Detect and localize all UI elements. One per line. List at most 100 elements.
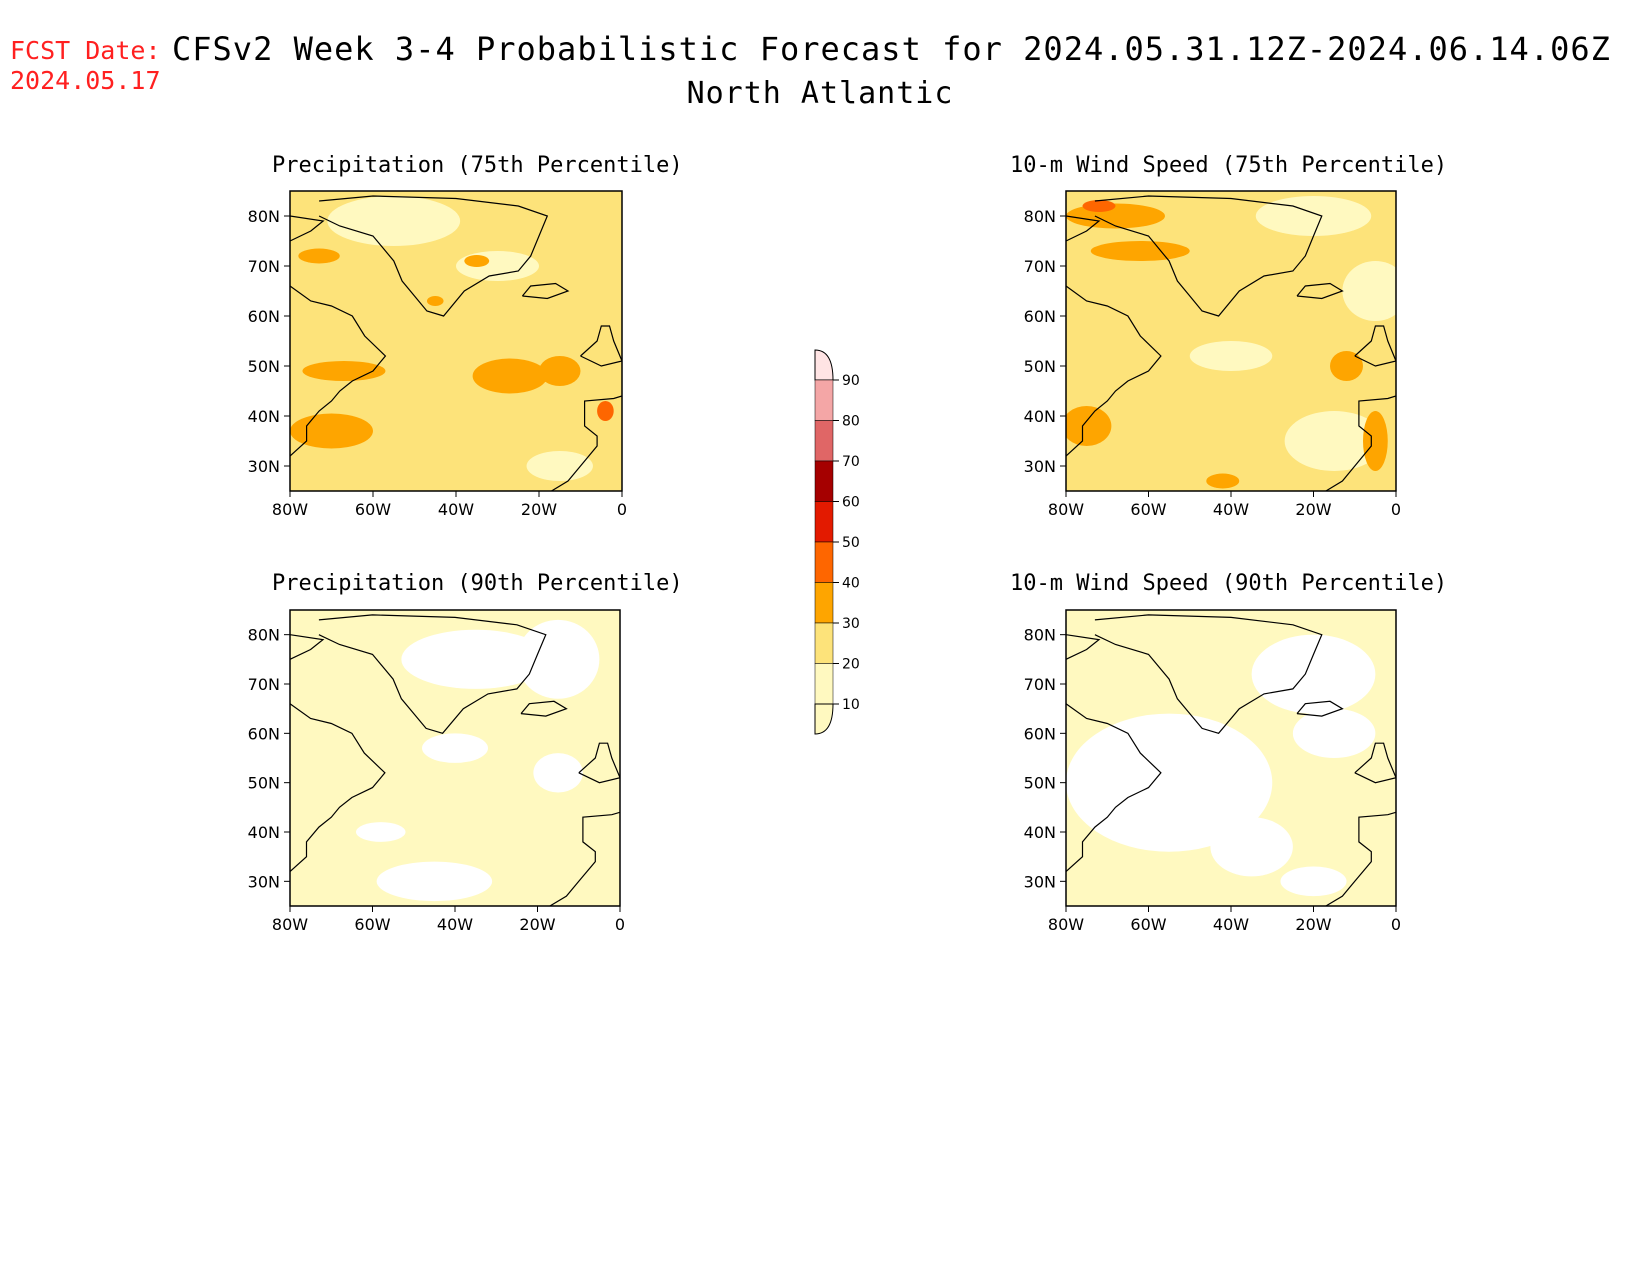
iberia-africa-coastline xyxy=(1325,395,1396,491)
no-signal-area xyxy=(356,822,406,842)
iberia-africa-coastline xyxy=(551,395,622,491)
map-panel-precip-75: 80W 60W 40W 20W 0 80N 70N 60N 50N 40N 30N xyxy=(248,190,627,519)
lat-tick-label: 70N xyxy=(1024,675,1056,694)
iceland-coastline xyxy=(1296,282,1344,300)
north-america-coastline xyxy=(290,285,387,457)
lat-tick-label: 80N xyxy=(1024,626,1056,645)
map-panel-wind-90: 80W 60W 40W 20W 0 80N 70N 60N 50N 40N 30N xyxy=(1024,609,1401,934)
lon-tick-label: 60W xyxy=(354,915,390,934)
map-panel-precip-90: 80W 60W 40W 20W 0 80N 70N 60N 50N 40N 30N xyxy=(248,609,625,934)
panel-title-wind-75: 10-m Wind Speed (75th Percentile) xyxy=(1010,153,1448,178)
low-probability-area xyxy=(1342,261,1396,321)
lat-tick-label: 40N xyxy=(248,407,280,426)
north-america-coastline xyxy=(1066,285,1162,457)
page-title: CFSv2 Week 3-4 Probabilistic Forecast fo… xyxy=(172,30,1611,68)
colorbar-bin xyxy=(814,582,834,624)
low-probability-area xyxy=(456,251,539,281)
high-probability-area xyxy=(1206,473,1240,489)
colorbar: 10 20 30 40 50 60 70 80 90 xyxy=(814,349,860,735)
no-signal-area xyxy=(1280,866,1347,897)
region-subtitle: North Atlantic xyxy=(686,76,954,111)
no-signal-area xyxy=(1066,713,1273,852)
british-isles-coastline xyxy=(1354,325,1396,367)
lon-tick-label: 20W xyxy=(521,500,557,519)
colorbar-tick-label: 20 xyxy=(842,657,860,673)
iberia-africa-coastline xyxy=(1325,811,1396,906)
high-probability-area xyxy=(1090,241,1190,261)
low-probability-area xyxy=(526,451,593,481)
lat-tick-label: 30N xyxy=(1024,457,1056,476)
colorbar-bin xyxy=(814,460,834,502)
lat-tick-label: 50N xyxy=(248,357,280,376)
colorbar-bottom-cap xyxy=(814,703,834,735)
lon-tick-label: 20W xyxy=(519,915,555,934)
high-probability-area xyxy=(1066,203,1165,229)
greenland-coastline xyxy=(1094,614,1323,734)
lat-tick-label: 60N xyxy=(248,307,280,326)
lat-tick-label: 80N xyxy=(248,207,280,226)
no-signal-area xyxy=(1251,634,1376,714)
colorbar-tick-label: 40 xyxy=(842,576,860,592)
british-isles-coastline xyxy=(1354,742,1396,784)
lat-tick-label: 60N xyxy=(1024,307,1056,326)
lon-tick-label: 60W xyxy=(1130,915,1166,934)
lon-tick-label: 0 xyxy=(1391,915,1401,934)
high-probability-area xyxy=(539,356,581,386)
colorbar-bin xyxy=(814,622,834,664)
high-probability-area xyxy=(1363,411,1388,471)
colorbar-tick-label: 80 xyxy=(842,414,860,430)
high-probability-area xyxy=(464,255,490,267)
lat-tick-label: 70N xyxy=(248,257,280,276)
colorbar-bin xyxy=(814,663,834,705)
lat-tick-label: 40N xyxy=(1024,823,1056,842)
lon-tick-label: 40W xyxy=(437,915,473,934)
iceland-coastline xyxy=(520,700,568,717)
lon-tick-label: 0 xyxy=(1391,500,1401,519)
no-signal-area xyxy=(401,629,550,689)
lon-tick-label: 20W xyxy=(1295,500,1331,519)
lon-tick-label: 60W xyxy=(355,500,391,519)
no-signal-area xyxy=(533,753,583,793)
lat-tick-label: 50N xyxy=(1024,357,1056,376)
lon-tick-label: 80W xyxy=(272,500,308,519)
canadian-archipelago-coastline xyxy=(290,634,325,660)
lon-tick-label: 0 xyxy=(617,500,627,519)
greenland-coastline xyxy=(1094,195,1323,317)
colorbar-tick-label: 30 xyxy=(842,616,860,632)
lon-tick-label: 40W xyxy=(438,500,474,519)
lat-tick-label: 30N xyxy=(248,457,280,476)
no-signal-area xyxy=(1210,817,1293,877)
greenland-coastline xyxy=(318,195,549,317)
no-signal-area xyxy=(422,733,488,763)
lat-tick-label: 70N xyxy=(1024,257,1056,276)
iceland-coastline xyxy=(521,282,570,300)
lat-tick-label: 80N xyxy=(248,626,280,645)
high-probability-area xyxy=(472,358,548,394)
panel-title-precip-75: Precipitation (75th Percentile) xyxy=(272,153,683,178)
high-probability-area xyxy=(1330,351,1363,381)
canadian-archipelago-coastline xyxy=(290,215,325,242)
lon-tick-label: 20W xyxy=(1295,915,1331,934)
low-probability-area xyxy=(327,196,461,246)
lat-tick-label: 30N xyxy=(248,872,280,891)
low-probability-area xyxy=(1189,341,1273,371)
high-probability-area xyxy=(302,361,386,381)
greenland-coastline xyxy=(318,614,547,734)
lat-tick-label: 60N xyxy=(1024,724,1056,743)
forecast-date-label: FCST Date: xyxy=(10,36,161,65)
high-probability-area xyxy=(290,413,373,449)
lon-tick-label: 60W xyxy=(1130,500,1166,519)
colorbar-tick-label: 50 xyxy=(842,535,860,551)
colorbar-bin xyxy=(814,379,834,421)
colorbar-bin xyxy=(814,541,834,583)
lat-tick-label: 70N xyxy=(248,675,280,694)
very-high-probability-area xyxy=(597,401,614,421)
lat-tick-label: 30N xyxy=(1024,872,1056,891)
canadian-archipelago-coastline xyxy=(1066,215,1101,242)
colorbar-tick-label: 60 xyxy=(842,495,860,511)
very-high-probability-area xyxy=(1082,200,1116,212)
north-america-coastline xyxy=(1066,703,1162,872)
north-america-coastline xyxy=(290,703,386,872)
lat-tick-label: 60N xyxy=(248,724,280,743)
panel-title-wind-90: 10-m Wind Speed (90th Percentile) xyxy=(1010,571,1448,596)
